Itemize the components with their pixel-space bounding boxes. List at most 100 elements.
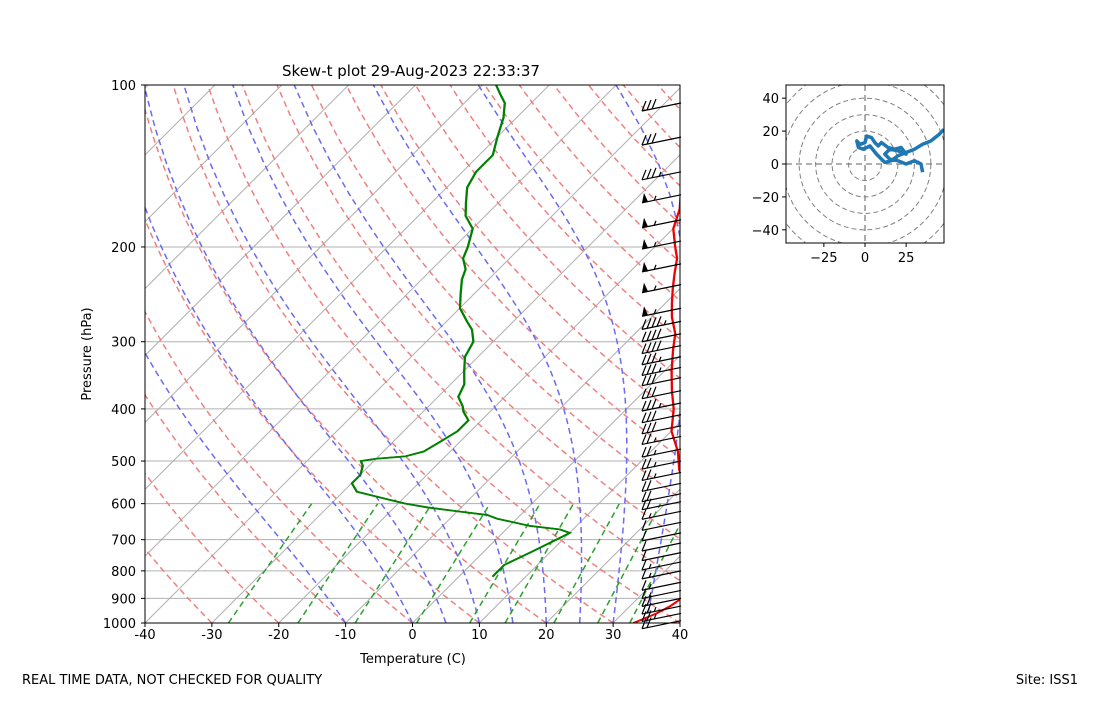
wind-barb xyxy=(642,491,681,502)
mixing-ratio-line xyxy=(630,504,691,623)
y-tick-label: 300 xyxy=(111,336,136,351)
moist-adiabat xyxy=(184,85,480,623)
dry-adiabat xyxy=(0,85,279,623)
wind-barb-staff xyxy=(642,522,681,530)
wind-barb-full xyxy=(652,399,656,409)
hodo-y-tick-label: −40 xyxy=(752,224,779,239)
wind-barb-full xyxy=(647,343,651,353)
site-label: Site: ISS1 xyxy=(1016,673,1078,688)
wind-barb-full xyxy=(647,100,651,110)
wind-barb-full xyxy=(652,422,656,432)
isotherm-line xyxy=(613,85,1100,623)
wind-barb xyxy=(642,193,681,203)
wind-barb-staff xyxy=(642,511,681,519)
isotherm-line xyxy=(0,85,215,623)
wind-barb-full xyxy=(647,480,651,490)
hodo-y-tick-label: 20 xyxy=(762,125,779,140)
wind-barb-full xyxy=(652,317,656,327)
wind-barb-flag xyxy=(642,193,648,203)
wind-barb-flag xyxy=(642,283,648,293)
x-tick-label: 30 xyxy=(605,628,622,643)
x-tick-label: -10 xyxy=(335,628,356,643)
wind-barb-flag xyxy=(642,262,648,272)
isotherm-line xyxy=(413,85,951,623)
dry-adiabat xyxy=(485,85,1100,623)
mixing-ratio-line xyxy=(417,504,490,623)
dry-adiabat xyxy=(623,85,1100,623)
moist-adiabat xyxy=(111,85,413,623)
hodo-y-tick-label: 40 xyxy=(762,92,779,107)
y-tick-label: 100 xyxy=(111,79,136,94)
dry-adiabat xyxy=(589,85,1100,623)
wind-barb-full xyxy=(642,365,646,375)
y-tick-label: 800 xyxy=(111,565,136,580)
wind-barb-full xyxy=(642,520,646,530)
wind-barb-full xyxy=(657,329,661,339)
wind-barb-full xyxy=(647,412,651,422)
wind-barb xyxy=(642,374,681,386)
quality-disclaimer: REAL TIME DATA, NOT CHECKED FOR QUALITY xyxy=(22,673,322,688)
wind-barb-full xyxy=(642,319,646,329)
wind-barb-full xyxy=(647,364,651,374)
dry-adiabat xyxy=(658,85,1100,623)
wind-barb-full xyxy=(647,458,651,468)
dry-adiabat xyxy=(692,85,1100,623)
dry-adiabat xyxy=(381,85,1015,623)
x-axis-label: Temperature (C) xyxy=(359,652,466,667)
wind-barb-full xyxy=(642,447,646,457)
wind-barb-full xyxy=(647,469,651,479)
wind-barb-full xyxy=(642,481,646,491)
wind-barb-full xyxy=(642,170,646,180)
dry-adiabat xyxy=(277,85,814,623)
wind-barb-full xyxy=(652,168,656,178)
wind-barb xyxy=(642,580,681,590)
y-axis-label: Pressure (hPa) xyxy=(80,307,95,400)
isotherm-line xyxy=(0,85,349,623)
isotherm-line xyxy=(680,85,1100,623)
moist-adiabat xyxy=(294,85,546,623)
moist-adiabat xyxy=(680,85,766,623)
wind-barb-full xyxy=(642,541,646,551)
wind-barb-full xyxy=(642,434,646,444)
wind-barb-full xyxy=(642,389,646,399)
wind-barb-full xyxy=(642,560,646,570)
dewpoint-trace xyxy=(352,85,570,577)
isotherm-line xyxy=(279,85,817,623)
temperature-trace xyxy=(633,85,703,623)
mixing-ratio-line xyxy=(298,504,378,623)
y-tick-label: 700 xyxy=(111,534,136,549)
wind-barb-full xyxy=(647,375,651,385)
wind-barb-full xyxy=(652,374,656,384)
y-tick-label: 200 xyxy=(111,241,136,256)
wind-barb xyxy=(642,480,681,491)
dewpoint-trace xyxy=(352,85,570,577)
wind-barb-full xyxy=(642,413,646,423)
wind-barb-staff xyxy=(642,543,681,551)
wind-barb-full xyxy=(642,135,646,145)
wind-barb-flag xyxy=(642,218,648,228)
wind-barb-full xyxy=(647,169,651,179)
wind-barb-full xyxy=(647,331,651,341)
wind-barb xyxy=(642,469,681,480)
wind-barb-full xyxy=(647,423,651,433)
dry-adiabat xyxy=(104,85,480,623)
hodo-x-tick-label: 0 xyxy=(861,251,869,266)
dry-adiabat xyxy=(346,85,947,623)
y-tick-label: 1000 xyxy=(103,617,136,632)
y-tick-label: 600 xyxy=(111,498,136,513)
wind-barb xyxy=(642,509,681,519)
isotherm-line xyxy=(0,85,14,623)
wind-barb-full xyxy=(652,342,656,352)
wind-barb-full xyxy=(647,446,651,456)
wind-barb-full xyxy=(657,316,661,326)
x-tick-label: 40 xyxy=(672,628,689,643)
hodo-y-tick-label: 0 xyxy=(771,158,779,173)
x-tick-label: 0 xyxy=(408,628,416,643)
wind-barb-flag xyxy=(642,239,648,249)
dry-adiabat xyxy=(416,85,1082,623)
dry-adiabat xyxy=(727,85,1100,623)
wind-barb xyxy=(642,458,681,469)
dry-adiabat xyxy=(554,85,1100,623)
dry-adiabat xyxy=(519,85,1100,623)
